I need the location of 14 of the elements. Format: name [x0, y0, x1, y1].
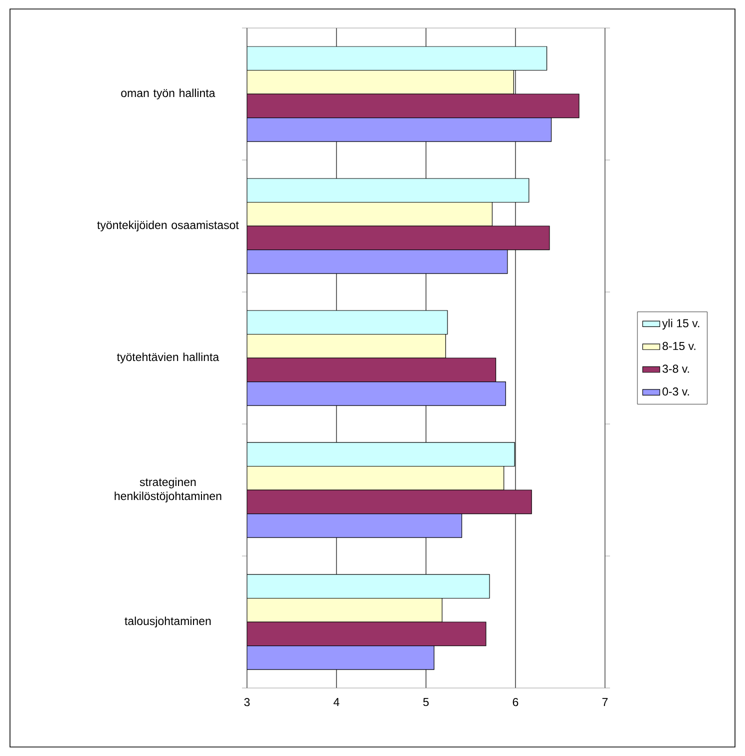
legend-label: 3-8 v. — [662, 364, 689, 373]
x-tick-label: 6 — [512, 698, 518, 706]
x-tick-label: 3 — [244, 698, 250, 706]
y-tick-label: työtehtävien hallinta — [116, 352, 220, 364]
legend-label: yli 15 v. — [662, 318, 700, 330]
x-tick-label: 4 — [334, 698, 340, 706]
y-tick-label: oman työn hallinta — [121, 88, 216, 100]
y-tick-label: strateginen henkilöstöjohtaminen — [114, 478, 222, 502]
x-tick-label: 7 — [602, 698, 608, 706]
y-tick-label: talousjohtaminen — [124, 616, 211, 628]
legend-label: 0-3 v. — [662, 387, 689, 396]
y-tick-label: työntekijöiden osaamistasot — [97, 220, 239, 232]
legend-label: 8-15 v. — [662, 342, 696, 350]
x-tick-label: 5 — [423, 698, 429, 706]
